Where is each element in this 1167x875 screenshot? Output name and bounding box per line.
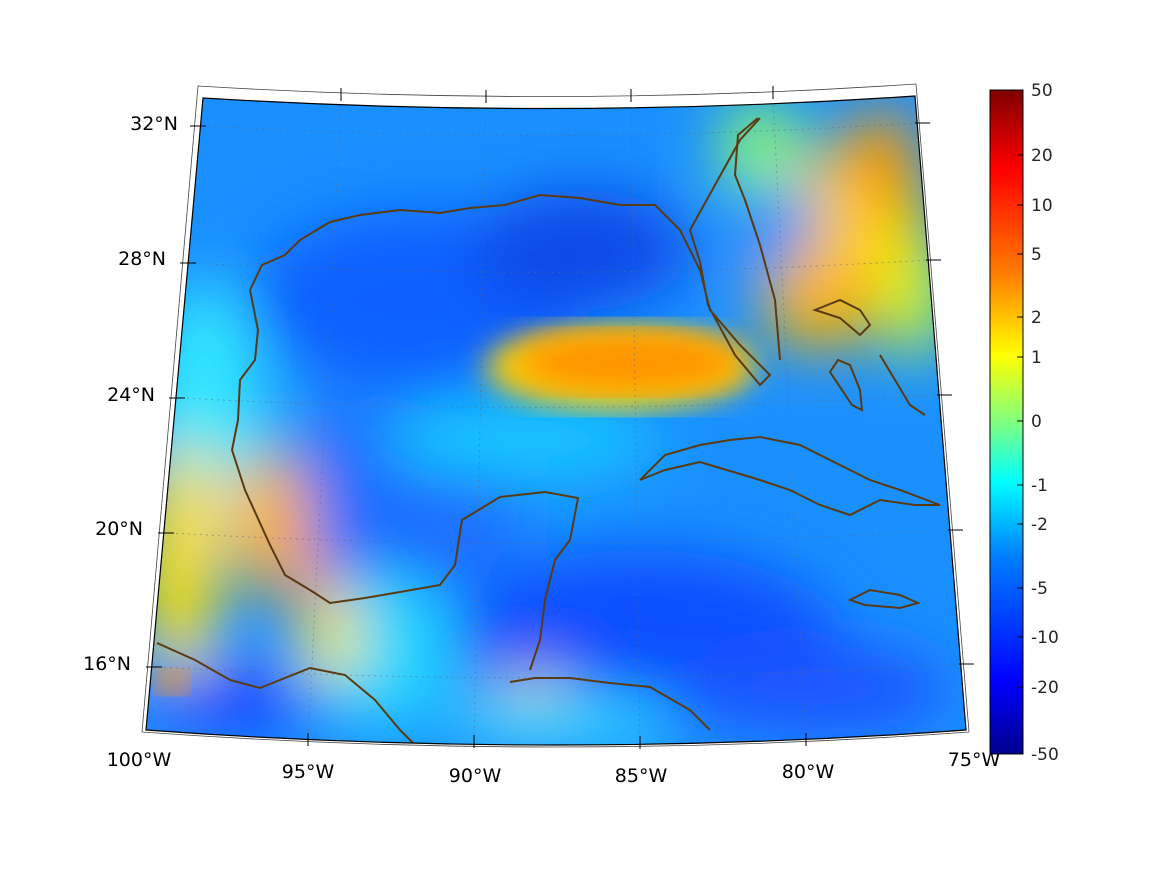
lat-label-20n: 20°N — [95, 518, 143, 540]
coastlines — [156, 117, 941, 745]
lon-label-95w: 95°W — [282, 761, 335, 783]
colorbar-label-50: 50 — [1031, 81, 1053, 101]
colorbar-label-1: 1 — [1031, 348, 1042, 368]
longitude-labels: 100°W 95°W 90°W 85°W 80°W 75°W — [107, 749, 1001, 787]
colorbar-label-2: 2 — [1031, 308, 1042, 328]
colorbar-gradient — [989, 89, 1024, 755]
map-frame — [141, 83, 970, 748]
colorbar-label-neg5: -5 — [1031, 579, 1048, 599]
colorbar-label-neg1: -1 — [1031, 476, 1048, 496]
lat-label-24n: 24°N — [107, 384, 155, 406]
anomaly-field — [146, 96, 966, 745]
colorbar-label-neg20: -20 — [1031, 678, 1059, 698]
axis-ticks — [146, 86, 974, 749]
colorbar-label-neg10: -10 — [1031, 628, 1059, 648]
lon-label-80w: 80°W — [782, 761, 835, 783]
colorbar-label-neg2: -2 — [1031, 515, 1048, 535]
lat-label-16n: 16°N — [83, 653, 131, 675]
lon-label-100w: 100°W — [107, 749, 172, 771]
colorbar-label-20: 20 — [1031, 146, 1053, 166]
colorbar-label-10: 10 — [1031, 196, 1053, 216]
lon-label-85w: 85°W — [615, 765, 668, 787]
lat-label-28n: 28°N — [118, 248, 166, 270]
colorbar-label-neg50: -50 — [1031, 745, 1059, 765]
colorbar-label-5: 5 — [1031, 245, 1042, 265]
latitude-labels: 32°N 28°N 24°N 20°N 16°N — [83, 113, 178, 675]
colorbar-label-0: 0 — [1031, 412, 1042, 432]
lat-label-32n: 32°N — [130, 113, 178, 135]
graticule — [157, 98, 962, 745]
colorbar: 50 20 10 5 2 1 0 -1 -2 -5 -10 -20 -50 — [989, 81, 1059, 765]
lon-label-90w: 90°W — [449, 765, 502, 787]
lon-label-75w: 75°W — [948, 749, 1001, 771]
colorbar-ticks — [1017, 154, 1023, 688]
